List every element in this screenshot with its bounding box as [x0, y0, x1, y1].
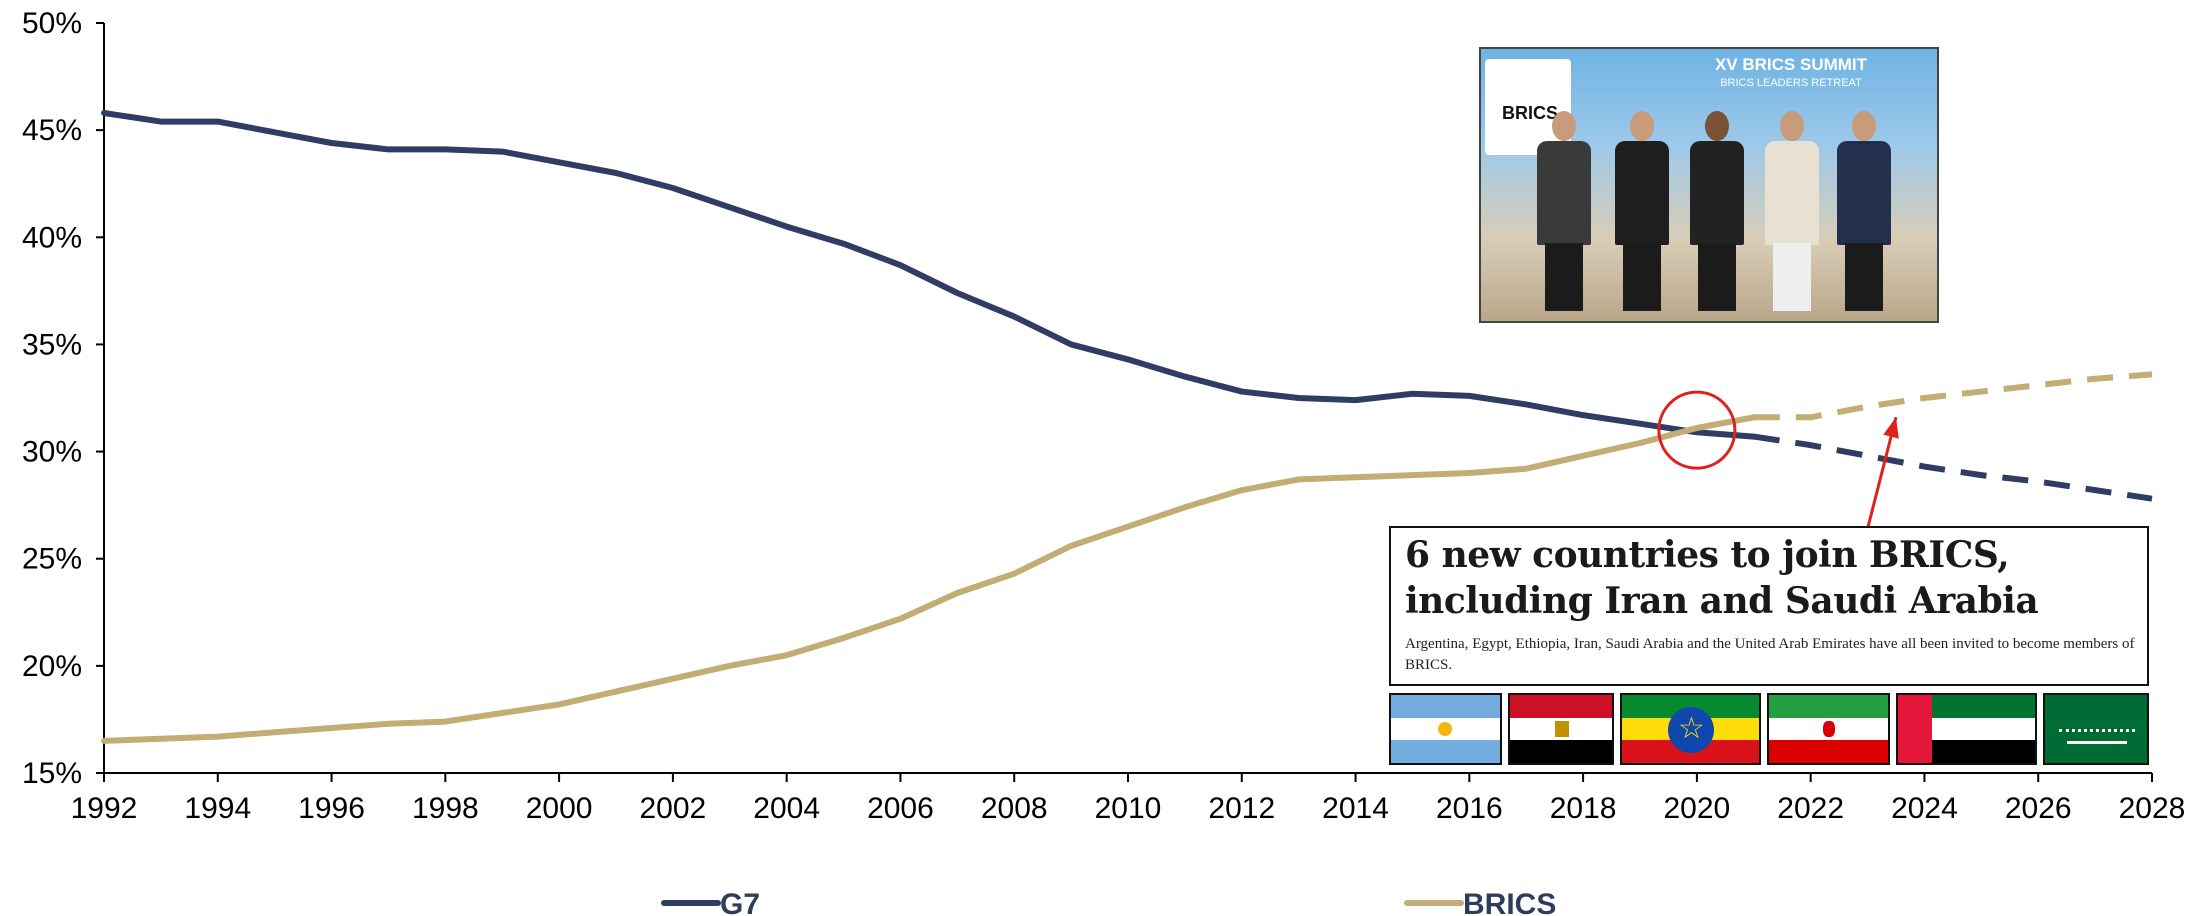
person-2 [1611, 111, 1673, 311]
x-tick-label: 2028 [2119, 792, 2186, 825]
uae-flag [1896, 693, 2037, 765]
arrow-head [1883, 417, 1899, 439]
x-tick-label: 2002 [640, 792, 707, 825]
y-tick-label: 20% [22, 650, 82, 683]
brics-logo: BRICS [1485, 59, 1571, 155]
x-tick-label: 1996 [298, 792, 365, 825]
person-5 [1833, 111, 1895, 311]
annotation-layer [1657, 390, 1899, 530]
x-tick-label: 2006 [867, 792, 934, 825]
brics-legend-label: BRICS [1463, 888, 1556, 916]
x-tick-label: 2022 [1777, 792, 1844, 825]
ethiopia-flag: ☆ [1620, 693, 1761, 765]
news-headline: 6 new countries to join BRICS, including… [1405, 534, 2039, 622]
y-tick-label: 30% [22, 436, 82, 469]
summit-photo: BRICS XV BRICS SUMMIT BRICS LEADERS RETR… [1479, 47, 1939, 323]
x-tick-label: 2004 [753, 792, 820, 825]
x-tick-label: 2020 [1664, 792, 1731, 825]
y-tick-label: 35% [22, 328, 82, 361]
g7-series-line [101, 110, 1757, 440]
axes: 15% 20% 25% 30% 35% 40% 45% 50% 1992 1994 1996 1998… [22, 7, 2185, 825]
brics-logo-text: BRICS [1501, 103, 1558, 123]
photo-title: XV BRICS SUMMIT [1714, 55, 1868, 74]
y-tick-label: 50% [22, 7, 82, 40]
x-tick-label: 2018 [1550, 792, 1617, 825]
argentina-flag [1389, 693, 1502, 765]
person-3 [1686, 111, 1748, 311]
x-tick-label: 2016 [1436, 792, 1503, 825]
x-tick-label: 2024 [1891, 792, 1958, 825]
x-tick-label: 2010 [1095, 792, 1162, 825]
g7-legend-label: G7 [720, 888, 760, 916]
y-tick-label: 45% [22, 114, 82, 147]
news-description: Argentina, Egypt, Ethiopia, Iran, Saudi … [1405, 636, 2135, 673]
x-tick-label: 2026 [2005, 792, 2072, 825]
crossover-circle [1657, 390, 1737, 470]
egypt-flag [1508, 693, 1614, 765]
brics-series-line [101, 414, 1757, 744]
photo-subtitle: BRICS LEADERS RETREAT [1720, 77, 1862, 89]
series-layer [101, 110, 2153, 744]
y-tick-label: 25% [22, 543, 82, 576]
x-tick-label: 1998 [412, 792, 479, 825]
legend: G7 BRICS [661, 888, 1556, 916]
saudi-arabia-flag [2043, 693, 2149, 765]
x-tick-label: 2000 [526, 792, 593, 825]
y-tick-label: 15% [22, 757, 82, 790]
x-tick-label: 2012 [1208, 792, 1275, 825]
news-box: 6 new countries to join BRICS, including… [1389, 526, 2149, 686]
person-1 [1533, 111, 1595, 311]
person-4 [1761, 111, 1823, 311]
x-tick-label: 2014 [1322, 792, 1389, 825]
x-tick-label: 2008 [981, 792, 1048, 825]
x-tick-label: 1994 [184, 792, 251, 825]
x-tick-label: 1992 [71, 792, 138, 825]
g7-projection-line [1753, 433, 2153, 502]
brics-projection-line [1753, 371, 2153, 421]
iran-flag [1767, 693, 1890, 765]
y-tick-label: 40% [22, 221, 82, 254]
